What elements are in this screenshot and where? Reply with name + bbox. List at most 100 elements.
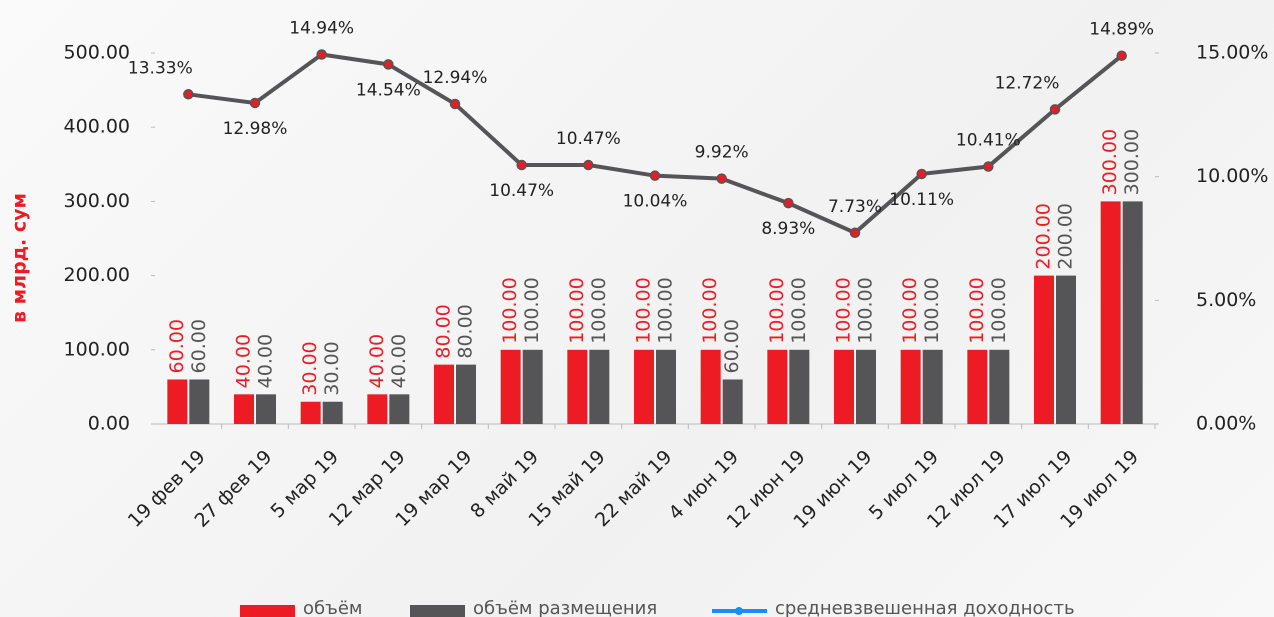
bar xyxy=(389,394,410,424)
bar-value-label: 40.00 xyxy=(388,334,410,388)
line-marker xyxy=(516,159,527,171)
bar-value-label: 100.00 xyxy=(588,277,610,343)
bar-value-label: 100.00 xyxy=(655,277,677,343)
bar xyxy=(522,349,543,424)
bar xyxy=(1100,201,1121,424)
bar xyxy=(567,349,588,424)
line-value-label: 14.54% xyxy=(356,80,421,100)
bar-value-label: 40.00 xyxy=(366,334,388,388)
line-value-label: 10.47% xyxy=(489,181,554,201)
bar xyxy=(322,401,343,424)
bar xyxy=(922,349,943,424)
line-marker xyxy=(849,227,861,239)
bar xyxy=(856,349,876,424)
line-marker xyxy=(716,173,727,184)
bar-value-label: 300.00 xyxy=(1121,129,1143,195)
bar xyxy=(256,394,276,424)
bar-value-label: 100.00 xyxy=(499,277,521,343)
bar xyxy=(589,349,610,424)
bar-value-label: 30.00 xyxy=(299,341,321,395)
bar-value-label: 60.00 xyxy=(188,319,210,373)
bar xyxy=(1056,275,1076,424)
bar xyxy=(634,349,654,424)
bar-value-label: 100.00 xyxy=(699,277,721,343)
bar-value-label: 100.00 xyxy=(855,277,877,343)
y2-tick-label: 5.00% xyxy=(1196,289,1256,311)
bar-value-label: 100.00 xyxy=(988,277,1010,343)
bar xyxy=(834,349,854,424)
bar xyxy=(989,349,1010,424)
bar-value-label: 100.00 xyxy=(921,277,943,343)
bar-value-label: 100.00 xyxy=(766,277,788,343)
bar xyxy=(167,379,188,424)
y-axis-label: в млрд. сум xyxy=(9,193,31,323)
line-value-label: 12.94% xyxy=(423,68,488,88)
line-value-label: 10.41% xyxy=(956,131,1021,151)
bar-value-label: 60.00 xyxy=(166,319,188,373)
bar xyxy=(900,349,921,424)
bar-value-label: 40.00 xyxy=(233,334,255,388)
legend-label: объём размещения xyxy=(473,598,657,617)
bar xyxy=(434,364,454,424)
bar xyxy=(722,379,743,424)
line-marker xyxy=(649,170,661,181)
legend-swatch xyxy=(410,605,465,617)
legend-label: объём xyxy=(303,598,362,617)
line-marker xyxy=(583,159,594,171)
bar xyxy=(234,394,254,424)
line-marker xyxy=(249,97,261,109)
line-marker xyxy=(1049,104,1061,115)
line-value-label: 7.73% xyxy=(828,197,882,217)
y-tick-label: 500.00 xyxy=(64,42,130,64)
line-value-label: 10.47% xyxy=(556,129,621,149)
bar-value-label: 100.00 xyxy=(833,277,855,343)
bar-value-label: 30.00 xyxy=(321,341,343,395)
y-tick-label: 400.00 xyxy=(64,116,130,138)
bar-value-label: 80.00 xyxy=(433,304,455,358)
bar xyxy=(656,349,676,424)
bar-value-label: 100.00 xyxy=(633,277,655,343)
line-marker xyxy=(783,197,794,209)
line-value-label: 12.72% xyxy=(995,73,1060,93)
line-marker xyxy=(449,98,461,110)
bar-value-label: 100.00 xyxy=(566,277,588,343)
y-tick-label: 300.00 xyxy=(64,190,130,212)
bar-value-label: 80.00 xyxy=(455,304,477,358)
bar-value-label: 100.00 xyxy=(899,277,921,343)
line-value-label: 10.04% xyxy=(623,192,688,212)
line-value-label: 13.33% xyxy=(128,58,193,78)
bar-value-label: 200.00 xyxy=(1033,203,1055,269)
bar-value-label: 100.00 xyxy=(966,277,988,343)
bar xyxy=(1122,201,1143,424)
line-value-label: 9.92% xyxy=(695,143,749,163)
bar xyxy=(1034,275,1054,424)
bar-value-label: 40.00 xyxy=(255,334,277,388)
y-tick-label: 100.00 xyxy=(64,338,130,360)
bar xyxy=(456,364,476,424)
bar-value-label: 100.00 xyxy=(521,277,543,343)
legend-swatch xyxy=(240,605,295,617)
bar xyxy=(700,349,721,424)
bar xyxy=(500,349,521,424)
line-value-label: 14.89% xyxy=(1089,20,1154,40)
y2-tick-label: 0.00% xyxy=(1196,413,1256,435)
y2-tick-label: 15.00% xyxy=(1196,42,1268,64)
line-marker xyxy=(383,59,394,70)
bar-value-label: 100.00 xyxy=(788,277,810,343)
bar-value-label: 60.00 xyxy=(721,319,743,373)
line-value-label: 14.94% xyxy=(289,18,354,38)
bar xyxy=(367,394,388,424)
line-value-label: 10.11% xyxy=(889,190,954,210)
line-value-label: 8.93% xyxy=(761,219,815,239)
legend-swatch xyxy=(735,607,743,615)
line-marker xyxy=(983,161,994,172)
bar-value-label: 300.00 xyxy=(1099,129,1121,195)
bar-value-label: 200.00 xyxy=(1055,203,1077,269)
legend-label: средневзвешенная доходность xyxy=(775,598,1075,617)
line-marker xyxy=(916,168,927,180)
bar xyxy=(300,401,321,424)
bar xyxy=(189,379,210,424)
y-tick-label: 200.00 xyxy=(64,264,130,286)
